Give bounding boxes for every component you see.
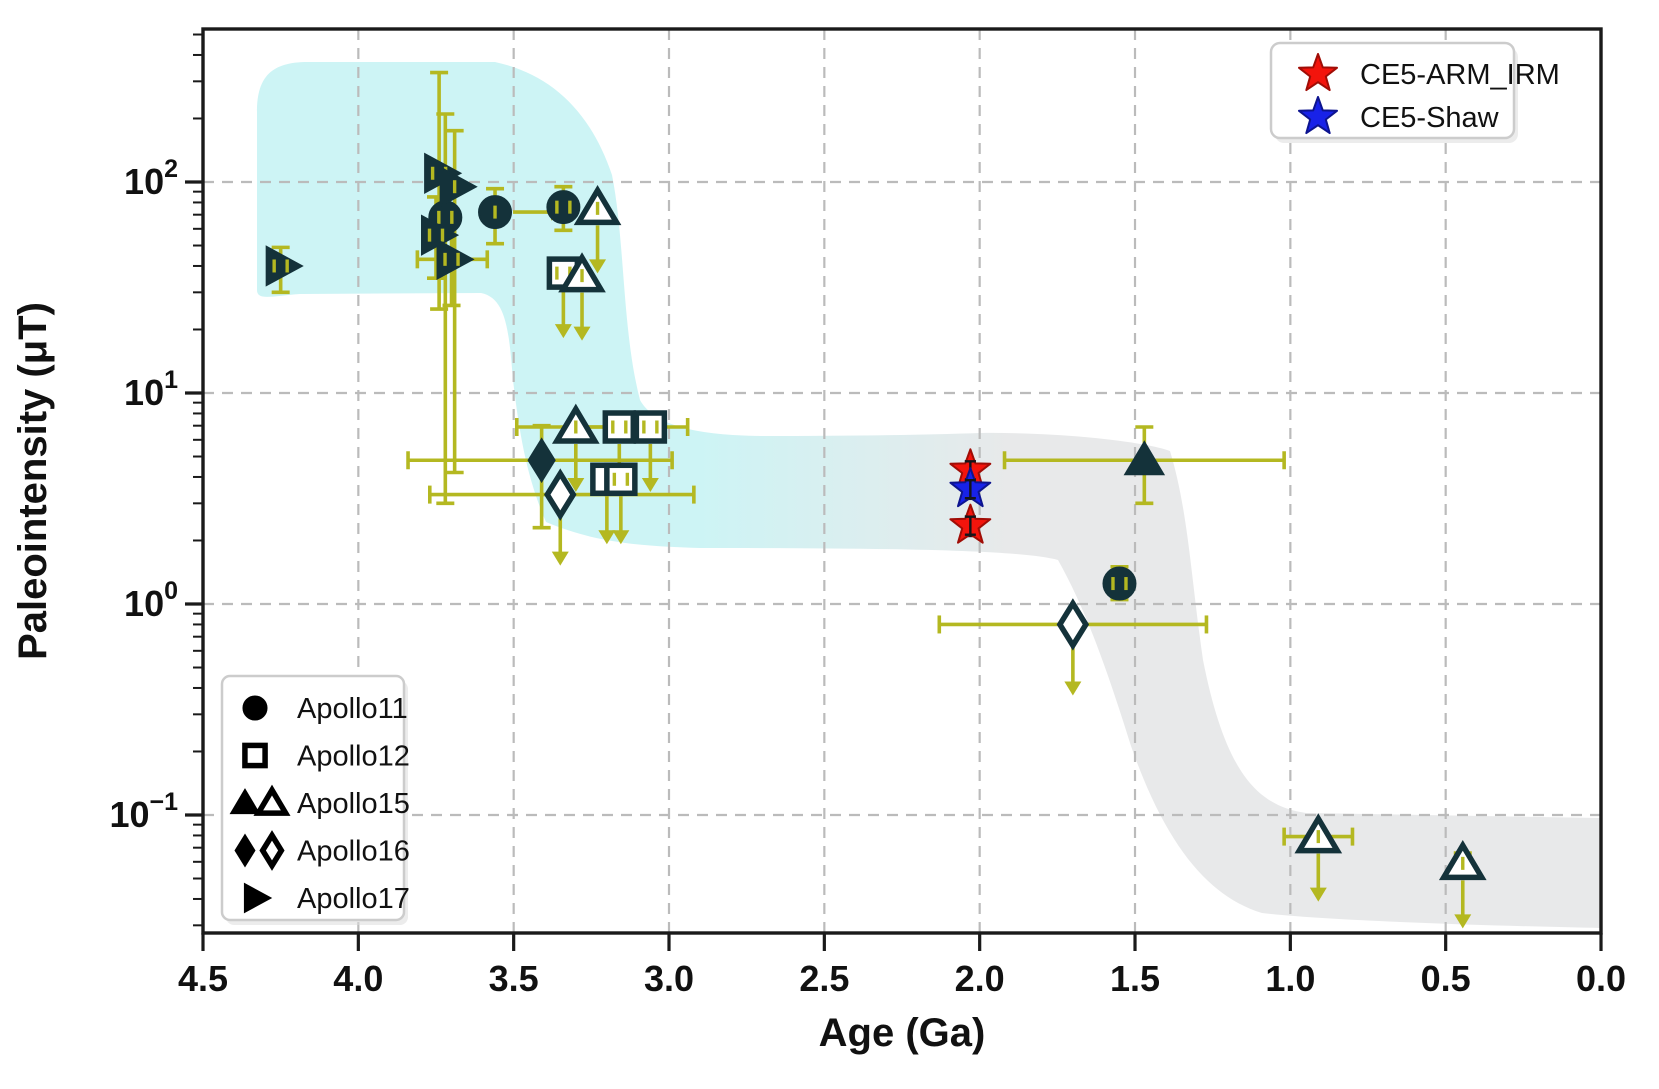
x-tick-label: 1.5 — [1110, 958, 1160, 999]
down-arrow-icon — [1309, 887, 1327, 902]
down-arrow-icon — [1454, 914, 1472, 929]
series-Apollo11 — [428, 190, 1137, 601]
x-tick-label: 3.0 — [644, 958, 694, 999]
y-tick-label: 10−1 — [109, 788, 178, 835]
legend-ce5-label: CE5-Shaw — [1360, 102, 1500, 134]
down-arrow-icon — [567, 478, 585, 493]
down-arrow-icon — [641, 478, 659, 493]
legend-ce5: CE5-ARM_IRM CE5-Shaw — [1269, 41, 1560, 143]
inner-cap-mark — [452, 180, 457, 194]
x-tick-label: 2.0 — [955, 958, 1005, 999]
inner-cap-mark — [440, 228, 445, 242]
inner-cap-mark — [655, 420, 659, 434]
inner-cap-mark — [456, 252, 460, 266]
data-point-circle — [1102, 566, 1137, 601]
y-tick-label: 101 — [124, 366, 178, 413]
inner-cap-mark — [568, 200, 572, 214]
down-arrow-icon — [551, 551, 569, 566]
series-Apollo15 — [551, 184, 1487, 881]
inner-cap-mark — [450, 210, 454, 224]
data-point-triangle — [229, 788, 261, 815]
plot-frame — [201, 27, 1603, 935]
inner-cap-mark — [1111, 577, 1115, 591]
x-tick-label: 0.5 — [1421, 958, 1471, 999]
down-arrow-icon — [573, 326, 591, 341]
down-arrow-icon — [612, 530, 630, 545]
data-point-triangle — [1123, 440, 1166, 476]
inner-cap-mark — [625, 472, 630, 486]
legend-ce5-label: CE5-ARM_IRM — [1360, 59, 1560, 91]
y-tick-label: 102 — [124, 155, 178, 202]
series-CE5-Shaw — [949, 467, 992, 508]
inner-cap-mark — [285, 259, 289, 273]
inner-cap-mark — [1461, 856, 1465, 870]
inner-cap-mark — [443, 252, 447, 266]
down-arrow-icon — [598, 530, 616, 545]
inner-cap-mark — [642, 420, 646, 434]
x-tick-label: 4.0 — [333, 958, 383, 999]
inner-cap-mark — [493, 205, 497, 219]
data-point-star — [1298, 53, 1338, 92]
data-point-star — [1298, 96, 1338, 135]
legend-apollo-label: Apollo12 — [297, 741, 410, 773]
inner-cap-mark — [580, 269, 584, 283]
data-point-diamond — [527, 437, 556, 484]
inner-cap-mark — [430, 166, 435, 180]
x-axis-title: Age (Ga) — [819, 1011, 986, 1055]
inner-cap-mark — [595, 201, 600, 215]
x-tick-label: 2.5 — [799, 958, 849, 999]
data-points — [265, 152, 1487, 881]
x-tick-label: 3.5 — [489, 958, 539, 999]
axis-ticks — [185, 33, 1603, 951]
x-tick-label: 1.0 — [1265, 958, 1315, 999]
data-point-circle — [242, 695, 268, 721]
x-tick-label: 4.5 — [178, 958, 228, 999]
inner-cap-mark — [437, 210, 441, 224]
down-arrow-icon — [589, 259, 607, 274]
axis-tick-labels: 4.5 4.0 3.5 3.0 2.5 2.0 1.5 1.0 0.5 0.0 10−1 100 101… — [109, 155, 1626, 999]
data-point-triangle — [253, 784, 291, 816]
data-point-diamond — [259, 830, 285, 871]
legend-apollo: Apollo11 Apollo12 Apollo15 Apollo16 Apollo17 — [220, 674, 410, 925]
inner-cap-mark — [574, 420, 578, 434]
data-point-square — [633, 410, 668, 444]
inner-cap-mark — [612, 472, 617, 486]
legend-apollo-label: Apollo17 — [297, 883, 410, 915]
inner-cap-mark — [611, 420, 615, 434]
data-point-diamond — [1056, 598, 1090, 651]
legend-apollo-label: Apollo15 — [297, 788, 410, 820]
data-point-diamond — [544, 468, 577, 521]
y-tick-label: 100 — [124, 577, 178, 624]
x-tick-label: 0.0 — [1576, 958, 1626, 999]
series-Apollo12 — [546, 256, 668, 497]
legend-apollo-label: Apollo16 — [297, 836, 410, 868]
down-arrow-icon — [1064, 681, 1082, 696]
data-point-square — [604, 462, 638, 497]
data-point-triangle-right — [243, 882, 273, 914]
inner-cap-mark — [555, 266, 559, 280]
inner-cap-mark — [555, 200, 559, 214]
data-point-square — [242, 742, 268, 769]
inner-cap-mark — [272, 259, 276, 273]
data-point-triangle-right — [439, 166, 478, 208]
data-point-triangle-right — [436, 238, 475, 281]
y-axis-title: Paleointensity (μT) — [11, 302, 55, 660]
data-point-circle — [546, 190, 581, 225]
inner-cap-mark — [624, 420, 628, 434]
series-Apollo16 — [527, 437, 1090, 651]
data-point-diamond — [234, 833, 256, 868]
down-arrow-icon — [554, 324, 572, 339]
data-point-triangle-right — [265, 245, 304, 287]
series-Apollo17 — [265, 152, 478, 287]
legend-apollo-label: Apollo11 — [297, 693, 408, 725]
inner-cap-mark — [427, 228, 432, 242]
data-point-square — [602, 410, 637, 444]
inner-cap-mark — [1316, 830, 1321, 844]
inner-cap-mark — [1124, 577, 1128, 591]
